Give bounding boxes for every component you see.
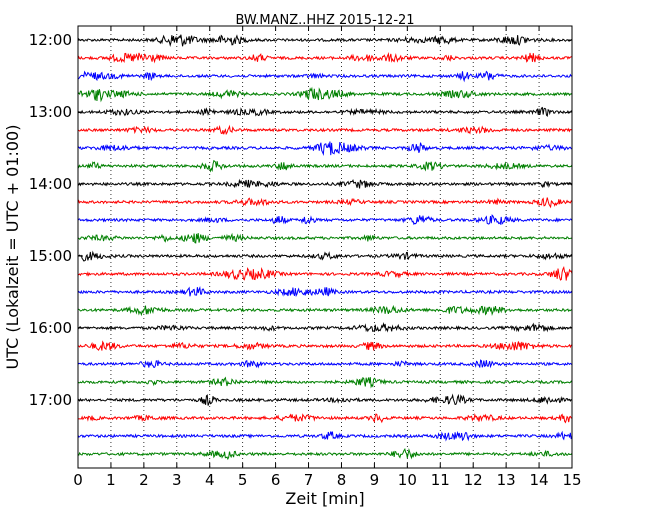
x-tick-label: 3 xyxy=(172,471,182,489)
chart-title: BW.MANZ..HHZ 2015-12-21 xyxy=(235,13,414,28)
trace-line xyxy=(77,86,573,103)
trace-line xyxy=(77,141,573,156)
y-tick-label: 17:00 xyxy=(29,391,72,409)
x-tick-label: 1 xyxy=(106,471,116,489)
x-tick-label: 15 xyxy=(562,471,581,489)
x-axis-label: Zeit [min] xyxy=(285,489,364,508)
y-tick-label: 16:00 xyxy=(29,319,72,337)
trace-line xyxy=(77,340,573,351)
y-axis-label: UTC (Lokalzeit = UTC + 01:00) xyxy=(3,125,22,370)
trace-line xyxy=(77,106,573,118)
x-tick-label: 7 xyxy=(304,471,314,489)
plot-frame xyxy=(77,25,573,469)
x-tick-label: 5 xyxy=(238,471,248,489)
trace-line xyxy=(77,393,573,406)
trace-line xyxy=(77,250,573,262)
grid-lines xyxy=(110,26,540,468)
trace-line xyxy=(77,430,573,442)
x-tick-label: 9 xyxy=(370,471,380,489)
trace-line xyxy=(77,413,573,424)
x-tick-label: 14 xyxy=(530,471,549,489)
x-tick-label: 6 xyxy=(271,471,281,489)
x-tick-label: 13 xyxy=(497,471,516,489)
x-tick-label: 10 xyxy=(398,471,417,489)
trace-line xyxy=(77,70,573,83)
trace-line xyxy=(77,159,573,173)
x-tick-label: 4 xyxy=(205,471,215,489)
trace-line xyxy=(77,178,573,189)
trace-line xyxy=(77,197,573,209)
trace-line xyxy=(77,232,573,244)
trace-line xyxy=(77,34,573,47)
trace-line xyxy=(77,304,573,317)
trace-line xyxy=(77,214,573,226)
trace-line xyxy=(77,266,573,281)
x-tick-label: 2 xyxy=(139,471,149,489)
traces xyxy=(77,34,573,461)
trace-line xyxy=(77,376,573,389)
trace-line xyxy=(77,124,573,136)
y-tick-label: 13:00 xyxy=(29,103,72,121)
x-axis-ticks: 0 1 2 3 4 5 6 7 8 9 10 11 12 13 14 15 xyxy=(73,26,582,489)
y-tick-label: 15:00 xyxy=(29,247,72,265)
trace-line xyxy=(77,52,573,64)
x-tick-label: 8 xyxy=(337,471,347,489)
trace-line xyxy=(77,359,573,369)
trace-line xyxy=(77,448,573,461)
x-tick-label: 11 xyxy=(431,471,450,489)
y-tick-label: 12:00 xyxy=(29,31,72,49)
x-tick-label: 12 xyxy=(464,471,483,489)
y-tick-label: 14:00 xyxy=(29,175,72,193)
y-axis-ticks: 12:00 13:00 14:00 15:00 16:00 17:00 xyxy=(29,31,572,409)
x-tick-label: 0 xyxy=(73,471,83,489)
trace-line xyxy=(77,322,573,333)
trace-line xyxy=(77,285,573,298)
